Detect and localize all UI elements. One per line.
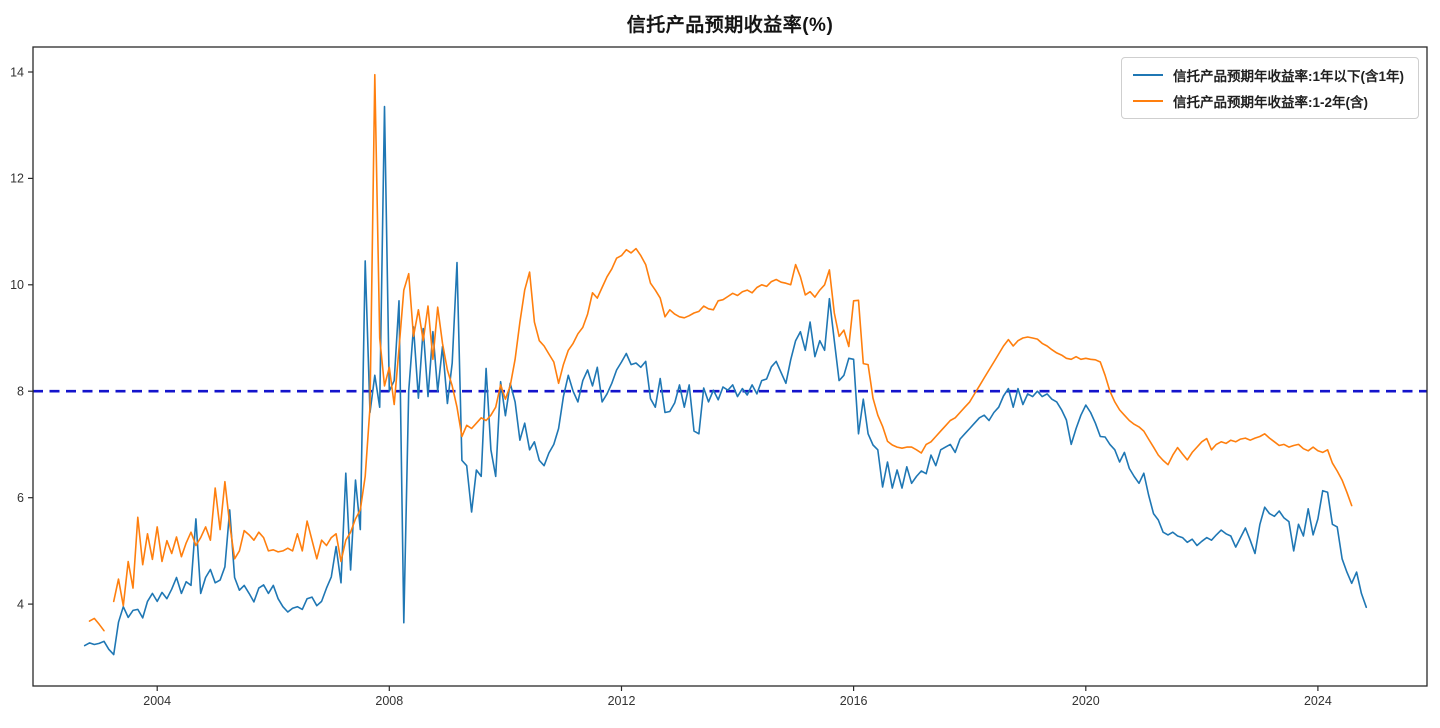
legend-line-sample-2 xyxy=(1132,100,1163,102)
legend: 信托产品预期年收益率:1年以下(含1年) 信托产品预期年收益率:1-2年(含) xyxy=(1120,57,1419,119)
y-tick-label: 4 xyxy=(17,597,24,611)
x-tick-label: 2004 xyxy=(143,694,171,708)
legend-label-1: 信托产品预期年收益率:1年以下(含1年) xyxy=(1172,69,1404,84)
y-tick-label: 12 xyxy=(10,172,24,186)
y-tick-label: 8 xyxy=(17,385,24,399)
legend-line-sample-1 xyxy=(1132,74,1163,76)
y-tick-label: 6 xyxy=(17,491,24,505)
x-tick-label: 2024 xyxy=(1304,694,1332,708)
x-tick-label: 2008 xyxy=(375,694,403,708)
chart-title: 信托产品预期收益率(%) xyxy=(626,15,834,36)
legend-item-1: 信托产品预期年收益率:1年以下(含1年) xyxy=(1132,65,1404,85)
x-tick-label: 2012 xyxy=(608,694,636,708)
legend-item-2: 信托产品预期年收益率:1-2年(含) xyxy=(1132,91,1404,111)
series-line-1 xyxy=(83,105,1368,656)
series-line-2 xyxy=(88,617,105,632)
series-line-2 xyxy=(112,73,1353,607)
x-tick-label: 2020 xyxy=(1072,694,1100,708)
x-tick-label: 2016 xyxy=(840,694,868,708)
y-tick-label: 10 xyxy=(10,278,24,292)
plot-frame xyxy=(32,46,1428,687)
legend-label-2: 信托产品预期年收益率:1-2年(含) xyxy=(1172,95,1368,110)
y-tick-label: 14 xyxy=(10,65,24,79)
